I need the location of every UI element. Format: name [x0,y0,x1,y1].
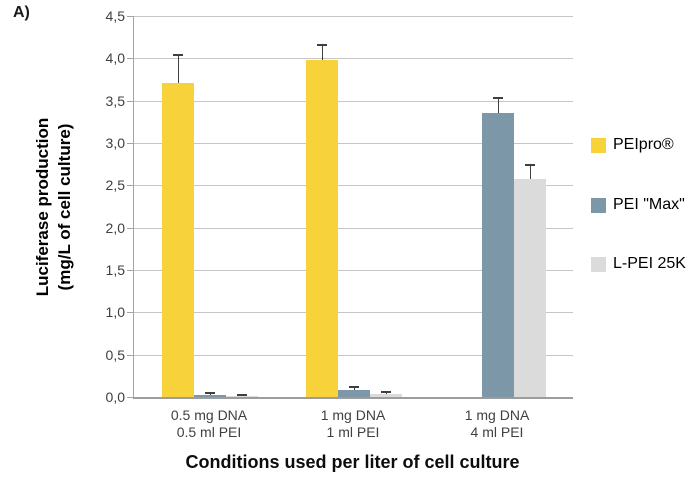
legend-item: PEI "Max" [591,196,685,214]
legend-item: L-PEI 25K [591,255,686,273]
gridline [134,185,573,187]
x-category-label-line: 1 mg DNA [464,407,530,423]
gridline [134,16,573,17]
bar-pei-max- [194,395,226,397]
y-axis-title-box: Luciferase production (mg/L of cell cult… [24,16,84,397]
gridline [134,143,573,144]
bar-l-pei-25k [514,179,546,397]
gridline [134,100,573,102]
y-tick-mark [127,185,133,187]
y-tick-label: 3,0 [105,135,125,151]
x-category-label: 1 mg DNA 4 ml PEI [422,407,572,441]
gridline [134,270,573,271]
y-tick-label: 4,5 [105,8,125,24]
y-tick-label: 2,0 [105,219,125,236]
y-tick-label: 4,0 [105,50,125,67]
x-category-label-line: 4 ml PEI [470,424,524,440]
plot-area [133,16,573,399]
gridline [134,312,573,314]
y-tick-mark [127,354,133,356]
bar-peipro- [306,60,338,397]
error-bar [498,97,499,113]
y-tick-mark [127,58,133,60]
bar-l-pei-25k [370,394,402,397]
legend-label: PEIpro® [613,136,674,153]
legend-label: PEI "Max" [613,196,685,213]
error-bar [322,44,323,60]
gridline [134,58,573,60]
y-tick-label: 0,5 [105,346,125,363]
x-axis-title: Conditions used per liter of cell cultur… [185,452,520,472]
y-tick-label: 2,5 [105,177,125,194]
y-tick-mark [127,270,133,271]
error-bar [178,54,179,83]
y-tick-label: 1,0 [105,304,125,321]
gridline [134,354,573,356]
error-bar-cap [173,54,183,56]
error-bar-cap [525,164,535,166]
error-bar [354,386,355,390]
x-category-label-line: 0.5 ml PEI [176,424,242,440]
error-bar-cap [349,386,359,388]
y-tick-mark [127,397,133,398]
bar-pei-max- [482,113,514,397]
y-tick-mark [127,227,133,229]
legend-item: PEIpro® [591,136,674,154]
legend-swatch-icon [591,137,606,153]
error-bar-cap [237,394,247,396]
bar-peipro- [162,83,194,397]
y-tick-mark [127,100,133,102]
x-category-label: 1 mg DNA 1 ml PEI [278,407,428,441]
y-axis-title-line1: Luciferase production [32,117,52,296]
x-category-label-line: 1 ml PEI [326,424,380,440]
legend-swatch-icon [591,197,606,213]
error-bar-cap [493,97,503,99]
panel-label: A) [13,4,30,21]
legend-swatch-icon [591,256,606,272]
x-category-label-line: 1 mg DNA [320,407,386,423]
bar-l-pei-25k [226,396,258,397]
y-tick-label: 1,5 [105,262,125,278]
error-bar-cap [205,392,215,394]
y-axis-title: Luciferase production (mg/L of cell cult… [32,16,76,397]
y-axis-title-line2: (mg/L of cell culture) [55,123,74,290]
error-bar-cap [317,44,327,46]
gridline [134,227,573,229]
bar-pei-max- [338,390,370,397]
legend-label: L-PEI 25K [613,255,686,272]
y-tick-label: 0,0 [105,389,125,405]
x-category-label: 0.5 mg DNA 0.5 ml PEI [134,407,284,441]
error-bar [530,164,531,179]
y-tick-label: 3,5 [105,92,125,109]
y-tick-mark [127,312,133,314]
y-tick-mark [127,143,133,144]
error-bar-cap [381,391,391,393]
x-category-label-line: 0.5 mg DNA [170,407,248,423]
y-tick-mark [127,16,133,17]
